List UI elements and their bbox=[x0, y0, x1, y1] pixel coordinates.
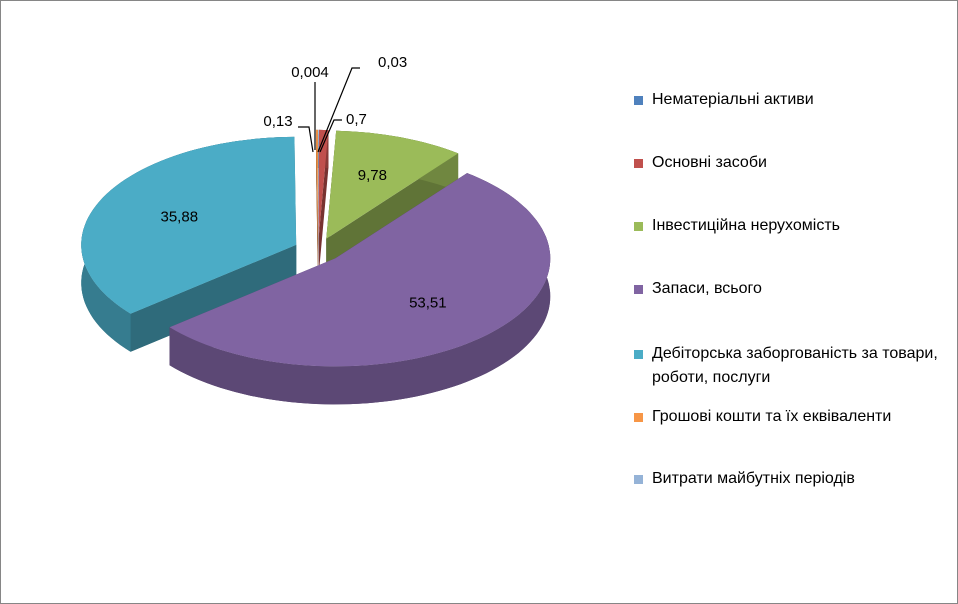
data-label: 53,51 bbox=[409, 294, 447, 311]
leader-line bbox=[298, 126, 314, 153]
legend-label: Дебіторська заборгованість за товари, ро… bbox=[652, 345, 938, 386]
legend-item: Основні засоби bbox=[634, 151, 944, 175]
slice bbox=[169, 173, 551, 367]
legend-item: Витрати майбутніх періодів bbox=[634, 467, 944, 491]
legend-item: Інвестиційна нерухомість bbox=[634, 214, 944, 238]
legend-swatch bbox=[634, 350, 643, 359]
slice-side bbox=[169, 173, 551, 405]
legend-item: Дебіторська заборгованість за товари, ро… bbox=[634, 342, 944, 390]
slice bbox=[318, 129, 329, 238]
slice bbox=[326, 130, 459, 239]
legend-label: Інвестиційна нерухомість bbox=[652, 217, 840, 234]
slice bbox=[316, 129, 318, 238]
legend-label: Нематеріальні активи bbox=[652, 91, 814, 108]
legend-swatch bbox=[634, 159, 643, 168]
legend-item: Грошові кошти та їх еквіваленти bbox=[634, 405, 944, 429]
data-label: 0,004 bbox=[291, 64, 329, 81]
legend-swatch bbox=[634, 475, 643, 484]
legend-label: Запаси, всього bbox=[652, 280, 762, 297]
legend-item: Запаси, всього bbox=[634, 277, 944, 301]
leader-line bbox=[317, 67, 360, 153]
legend-label: Грошові кошти та їх еквіваленти bbox=[652, 408, 892, 425]
data-label: 0,13 bbox=[263, 113, 292, 130]
data-label: 0,03 bbox=[378, 54, 407, 71]
legend-swatch bbox=[634, 222, 643, 231]
legend-swatch bbox=[634, 413, 643, 422]
legend-label: Витрати майбутніх періодів bbox=[652, 470, 855, 487]
legend-label: Основні засоби bbox=[652, 154, 767, 171]
data-label: 0,7 bbox=[346, 111, 367, 128]
legend-item: Нематеріальні активи bbox=[634, 88, 944, 112]
slice bbox=[81, 136, 297, 314]
legend-swatch bbox=[634, 285, 643, 294]
legend-swatch bbox=[634, 96, 643, 105]
data-label: 35,88 bbox=[161, 209, 199, 226]
leader-line bbox=[319, 119, 342, 153]
data-label: 9,78 bbox=[358, 167, 387, 184]
slice-side bbox=[130, 244, 297, 352]
